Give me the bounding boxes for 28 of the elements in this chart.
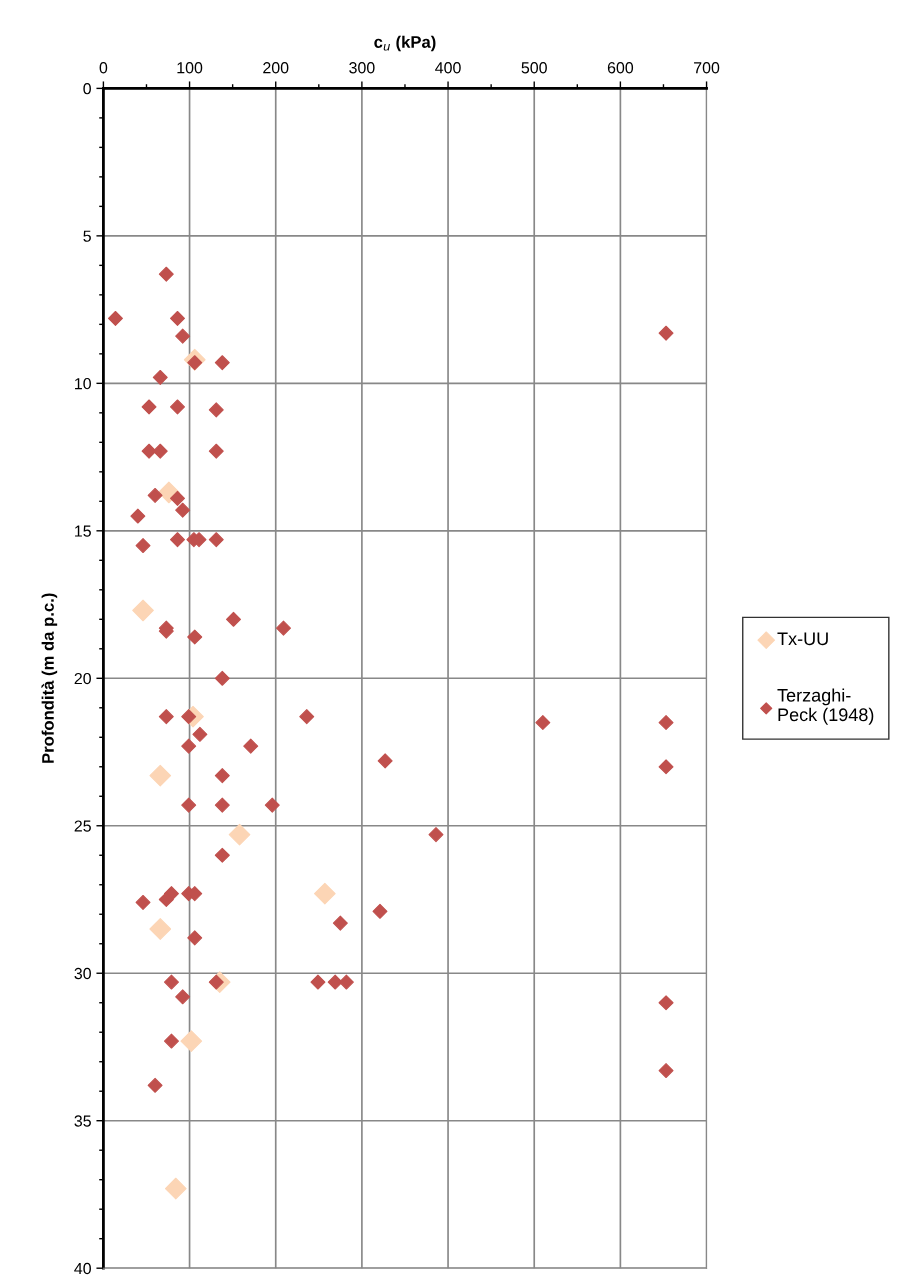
x-tick-label: 0 <box>99 62 108 74</box>
point <box>228 823 251 846</box>
point <box>132 599 154 622</box>
x-tick-label: 500 <box>521 62 547 74</box>
legend-label: Tx-UU <box>777 632 828 646</box>
legend-label: Terzaghi- Peck (1948) <box>777 688 874 725</box>
x-axis-title: c$_{u}$ (kPa) <box>374 35 436 52</box>
y-tick-label: 0 <box>83 83 91 95</box>
y-tick-label: 5 <box>83 230 91 242</box>
y-tick-label: 20 <box>74 672 91 685</box>
y-tick-label: 10 <box>75 377 91 390</box>
point <box>164 1177 187 1200</box>
x-tick-label: 400 <box>435 62 461 74</box>
y-tick-label: 25 <box>74 820 91 832</box>
y-axis-title: Profondità (m da p.c.) <box>41 593 58 763</box>
point <box>149 918 172 940</box>
point <box>149 764 172 787</box>
x-tick-label: 700 <box>694 62 720 74</box>
y-tick-label: 15 <box>75 525 91 537</box>
y-tick-label: 40 <box>74 1262 91 1275</box>
point <box>180 1030 203 1052</box>
y-tick-label: 35 <box>74 1115 91 1127</box>
x-tick-label: 300 <box>349 62 375 74</box>
point <box>313 882 336 905</box>
y-tick-label: 30 <box>74 967 91 980</box>
x-tick-label: 200 <box>263 62 289 74</box>
x-tick-label: 100 <box>177 62 203 74</box>
x-tick-label: 600 <box>607 62 634 74</box>
